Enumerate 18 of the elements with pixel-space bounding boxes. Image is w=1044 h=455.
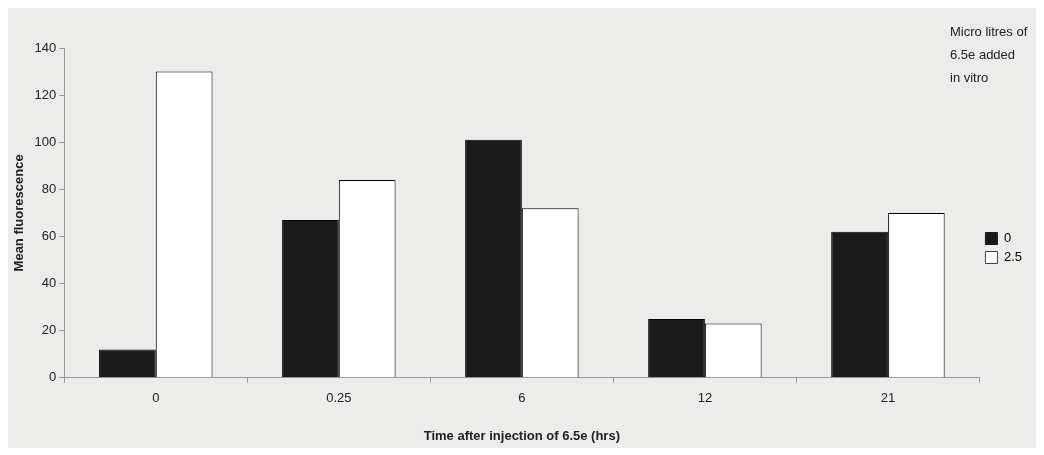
legend-label: 2.5 xyxy=(1003,249,1023,265)
y-tick-label: 140 xyxy=(34,39,57,55)
y-tick-label: 0 xyxy=(49,369,57,385)
legend-title: Micro litres of 6.5e added in vitro xyxy=(950,23,1028,87)
x-tick-label: 12 xyxy=(697,390,713,406)
x-tick-label: 0 xyxy=(152,390,160,406)
legend-label: 0 xyxy=(1003,230,1012,246)
x-tick-label: 6 xyxy=(518,390,526,406)
y-axis-title: Mean fluorescence xyxy=(11,154,27,272)
y-tick-label: 40 xyxy=(41,275,57,291)
x-tick-label: 0.25 xyxy=(326,390,352,406)
y-tick-label: 80 xyxy=(41,180,57,196)
x-axis-title: Time after injection of 6.5e (hrs) xyxy=(423,427,620,443)
y-tick-label: 20 xyxy=(41,322,57,338)
y-tick-label: 100 xyxy=(34,133,57,149)
y-tick-label: 60 xyxy=(41,228,57,244)
y-tick-label: 120 xyxy=(34,86,57,102)
x-tick-label: 21 xyxy=(880,390,896,406)
